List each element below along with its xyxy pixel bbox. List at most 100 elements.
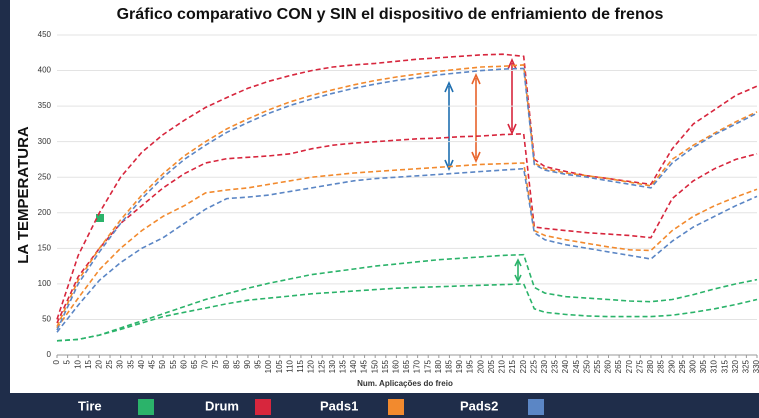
x-tick-label: 25 <box>105 359 114 368</box>
y-tick-label: 350 <box>38 101 52 110</box>
x-tick-label: 150 <box>370 359 379 373</box>
x-tick-label: 305 <box>699 359 708 373</box>
x-tick-label: 255 <box>593 359 602 373</box>
x-tick-label: 85 <box>232 359 241 368</box>
x-tick-label: 125 <box>317 359 326 373</box>
x-tick-label: 280 <box>646 359 655 373</box>
x-tick-label: 260 <box>604 359 613 373</box>
arrow-head <box>444 81 454 171</box>
y-axis-label: LA TEMPERATURA <box>15 126 32 264</box>
legend-label: Pads1 <box>320 398 358 413</box>
x-tick-label: 310 <box>710 359 719 373</box>
y-tick-label: 0 <box>47 350 52 359</box>
line-series <box>56 53 758 320</box>
legend-swatch <box>138 399 154 415</box>
x-tick-label: 300 <box>688 359 697 373</box>
legend-label: Tire <box>78 398 102 413</box>
legend-label: Pads2 <box>460 398 498 413</box>
x-tick-label: 225 <box>529 359 538 373</box>
x-tick-label: 55 <box>169 359 178 368</box>
legend-swatch <box>255 399 271 415</box>
x-tick-label: 145 <box>360 359 369 373</box>
x-tick-label: 80 <box>222 359 231 368</box>
x-tick-label: 325 <box>742 359 751 373</box>
line-series <box>56 253 758 342</box>
x-tick-label: 250 <box>582 359 591 373</box>
x-tick-label: 165 <box>402 359 411 373</box>
x-tick-label: 275 <box>635 359 644 373</box>
x-tick-label: 15 <box>84 359 93 368</box>
x-tick-label: 45 <box>148 359 157 368</box>
line-series <box>56 162 758 329</box>
x-tick-label: 195 <box>466 359 475 373</box>
x-tick-label: 315 <box>720 359 729 373</box>
x-tick-label: 245 <box>572 359 581 373</box>
x-tick-label: 30 <box>116 359 125 368</box>
x-tick-label: 130 <box>328 359 337 373</box>
x-tick-label: 240 <box>561 359 570 373</box>
line-series <box>56 132 758 324</box>
x-tick-label: 170 <box>413 359 422 373</box>
x-tick-label: 210 <box>498 359 507 373</box>
chart-title: Gráfico comparativo CON y SIN el disposi… <box>117 6 664 23</box>
x-tick-label: 175 <box>423 359 432 373</box>
x-tick-label: 290 <box>667 359 676 373</box>
x-tick-label: 330 <box>752 359 759 373</box>
x-tick-label: 220 <box>519 359 528 373</box>
x-tick-label: 235 <box>551 359 560 373</box>
x-tick-label: 90 <box>243 359 252 368</box>
x-tick-label: 155 <box>381 359 390 373</box>
x-tick-label: 10 <box>73 359 82 368</box>
x-tick-label: 285 <box>657 359 666 373</box>
x-tick-label: 215 <box>508 359 517 373</box>
y-tick-label: 100 <box>38 279 52 288</box>
line-series <box>56 283 758 342</box>
x-tick-label: 185 <box>445 359 454 373</box>
x-tick-label: 75 <box>211 359 220 368</box>
x-tick-label: 40 <box>137 359 146 368</box>
x-tick-label: 295 <box>678 359 687 373</box>
x-tick-label: 115 <box>296 359 305 372</box>
x-tick-label: 230 <box>540 359 549 373</box>
x-tick-label: 270 <box>625 359 634 373</box>
y-tick-label: 300 <box>38 137 52 146</box>
x-tick-label: 265 <box>614 359 623 373</box>
x-axis-label: Num. Aplicações do freio <box>357 379 453 388</box>
x-tick-label: 105 <box>275 359 284 373</box>
x-tick-label: 20 <box>95 359 104 368</box>
x-tick-label: 120 <box>307 359 316 373</box>
y-tick-label: 150 <box>38 243 52 252</box>
y-tick-label: 250 <box>38 172 52 181</box>
x-tick-label: 140 <box>349 359 358 373</box>
x-tick-label: 60 <box>179 359 188 368</box>
x-tick-label: 180 <box>434 359 443 373</box>
y-tick-label: 200 <box>38 208 52 217</box>
x-tick-label: 200 <box>476 359 485 373</box>
x-tick-label: 160 <box>392 359 401 373</box>
arrow-head <box>514 258 522 283</box>
x-tick-label: 190 <box>455 359 464 373</box>
legend-swatch <box>528 399 544 415</box>
line-series <box>56 167 758 333</box>
x-tick-label: 35 <box>126 359 135 368</box>
x-tick-label: 205 <box>487 359 496 373</box>
annotations <box>96 58 522 283</box>
legend-label: Drum <box>205 398 239 413</box>
x-tick-label: 95 <box>254 359 263 368</box>
x-tick-label: 0 <box>52 359 61 364</box>
x-tick-label: 50 <box>158 359 167 368</box>
chart-panel <box>10 0 759 393</box>
x-tick-label: 70 <box>201 359 210 368</box>
y-tick-label: 50 <box>42 315 51 324</box>
legend-swatch <box>388 399 404 415</box>
line-series <box>56 64 758 327</box>
x-tick-label: 5 <box>63 359 72 364</box>
line-series <box>56 67 758 331</box>
x-tick-label: 65 <box>190 359 199 368</box>
x-tick-label: 135 <box>338 359 347 373</box>
x-tick-label: 100 <box>264 359 273 373</box>
y-tick-label: 450 <box>38 30 52 39</box>
y-tick-label: 400 <box>38 66 52 75</box>
x-tick-label: 110 <box>285 359 294 372</box>
